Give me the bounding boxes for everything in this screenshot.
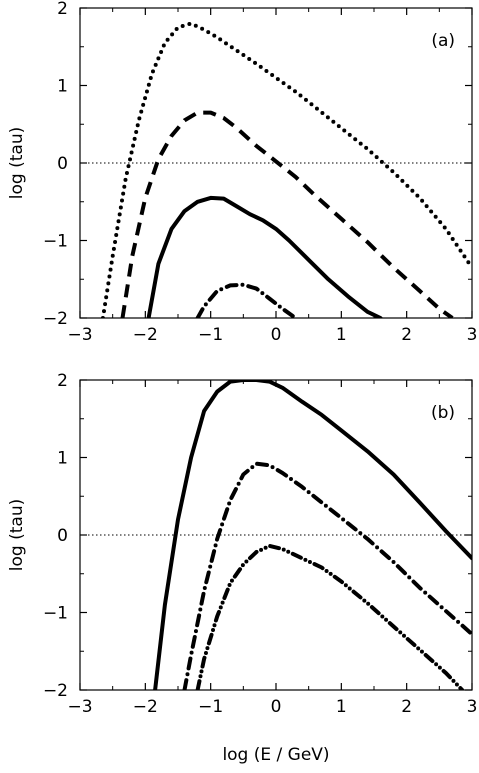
x-tick-label: −3	[67, 325, 92, 345]
y-tick-label: 1	[57, 77, 68, 97]
ticks-b	[79, 379, 473, 691]
series-group-b	[153, 380, 472, 690]
y-tick-labels-b: −2 −1 0 1 2	[43, 371, 68, 701]
x-tick-label: −2	[133, 697, 158, 717]
series-line-dash-dot-dot	[195, 543, 465, 690]
y-axis-label-b: log (tau)	[7, 499, 27, 571]
x-tick-label: 1	[336, 697, 347, 717]
x-axis-label: log (E / GeV)	[222, 745, 329, 765]
y-tick-label: −1	[43, 604, 68, 624]
series-line-dotted	[100, 21, 472, 318]
series-line-dash-dot	[195, 282, 298, 318]
y-tick-label: 0	[57, 154, 68, 174]
x-tick-label: −1	[198, 325, 223, 345]
y-tick-label: 1	[57, 449, 68, 469]
x-tick-label: −2	[133, 325, 158, 345]
y-tick-label: 2	[57, 0, 68, 19]
series-group-a	[100, 21, 472, 318]
series-line-dash-dot	[182, 461, 472, 690]
x-tick-label: −1	[198, 697, 223, 717]
panel-label-a: (a)	[431, 31, 455, 51]
x-tick-labels-b: −3 −2 −1 0 1 2 3	[67, 697, 477, 717]
x-tick-label: 0	[271, 325, 282, 345]
x-tick-label: 0	[271, 697, 282, 717]
y-tick-label: 0	[57, 526, 68, 546]
y-tick-label: 2	[57, 371, 68, 391]
ticks-a	[79, 7, 473, 319]
y-tick-label: −1	[43, 232, 68, 252]
x-tick-label: 2	[401, 697, 412, 717]
x-tick-labels-a: −3 −2 −1 0 1 2 3	[67, 325, 477, 345]
series-line-solid	[153, 380, 472, 690]
x-tick-label: 3	[467, 697, 478, 717]
panel-label-b: (b)	[431, 403, 455, 423]
x-tick-label: 1	[336, 325, 347, 345]
x-tick-label: 2	[401, 325, 412, 345]
x-tick-label: 3	[467, 325, 478, 345]
y-tick-labels-a: −2 −1 0 1 2	[43, 0, 68, 329]
y-tick-label: −2	[43, 681, 68, 701]
y-axis-label-a: log (tau)	[7, 127, 27, 199]
y-tick-label: −2	[43, 309, 68, 329]
series-line-dashed	[120, 110, 454, 318]
x-tick-label: −3	[67, 697, 92, 717]
series-line-solid	[146, 195, 383, 318]
